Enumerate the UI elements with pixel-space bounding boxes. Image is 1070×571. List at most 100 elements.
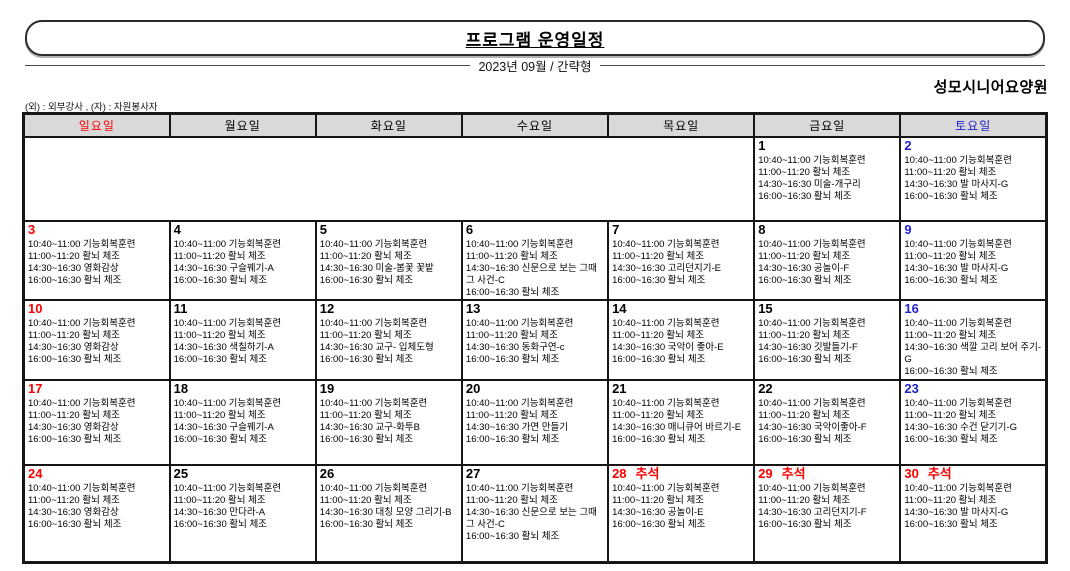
day-number: 15 (758, 301, 773, 317)
day-cell-13: 13 10:40~11:00 기능회복훈련 11:00~11:20 활뇌 체조 14:… (460, 299, 610, 382)
day-cell-2: 2 10:40~11:00 기능회복훈련 11:00~11:20 활뇌 체조 14:3… (899, 136, 1048, 222)
schedule-line: 14:30~16:30 발 마사지-G (904, 263, 1009, 275)
day-number: 1 (758, 138, 766, 153)
schedule-line: 10:40~11:00 기능회복훈련 (904, 318, 1012, 330)
day-number: 28 (612, 466, 627, 482)
schedule-line: 14:30~16:30 영화감상 (28, 263, 119, 275)
day-cell-4: 4 10:40~11:00 기능회복훈련 11:00~11:20 활뇌 체조 14:3… (168, 219, 317, 302)
day-number: 30 (904, 466, 919, 482)
day-cell-26: 26 10:40~11:00 기능회복훈련 11:00~11:20 활뇌 체조 14:… (314, 464, 463, 564)
day-cell-header: 13 (466, 302, 605, 317)
day-number: 4 (173, 222, 181, 237)
schedule-line: 14:30~16:30 고리던지기-E (612, 263, 721, 275)
schedule-line: 10:40~11:00 기능회복훈련 (465, 483, 574, 495)
schedule-line: 11:00~11:20 활뇌 체조 (465, 251, 558, 262)
calendar-body: 1 10:40~11:00 기능회복훈련 11:00~11:20 활뇌 체조 14:3… (22, 136, 1048, 564)
schedule-line: 16:00~16:30 활뇌 체조 (319, 519, 414, 531)
schedule-line: 16:00~16:30 활뇌 체조 (904, 434, 998, 446)
schedule-line: 16:00~16:30 활뇌 체조 (612, 354, 706, 366)
calendar-day-headers: 일요일 월요일 화요일 수요일 목요일 금요일 토요일 (22, 112, 1048, 138)
day-number: 9 (904, 222, 912, 237)
day-cell-3: 3 10:40~11:00 기능회복훈련 11:00~11:20 활뇌 체조 14:3… (22, 219, 171, 302)
schedule-line: 16:00~16:30 활뇌 체조 (28, 519, 122, 531)
schedule-line: 14:30~16:30 구슬꿰기-A (173, 263, 274, 275)
divider-line-right (599, 64, 1046, 66)
schedule-line: 11:00~11:20 활뇌 체조 (758, 410, 851, 422)
schedule-line: 11:00~11:20 활뇌 체조 (173, 251, 266, 262)
schedule-line: 11:00~11:20 활뇌 체조 (319, 495, 412, 507)
schedule-line: 10:40~11:00 기능회복훈련 (173, 483, 282, 495)
calendar-table: 일요일 월요일 화요일 수요일 목요일 금요일 토요일 1 10:40~11:00 기능회복훈… (22, 112, 1048, 564)
week-row-4: 17 10:40~11:00 기능회복훈련 11:00~11:20 활뇌 체조 14:… (22, 379, 1048, 467)
schedule-line: 16:00~16:30 활뇌 체조 (904, 519, 998, 531)
schedule-line: 16:00~16:30 활뇌 체조 (319, 354, 414, 366)
schedule-line: 10:40~11:00 기능회복훈련 (319, 483, 428, 495)
day-number: 16 (904, 301, 919, 317)
day-number: 27 (465, 466, 481, 482)
day-cell-12: 12 10:40~11:00 기능회복훈련 11:00~11:20 활뇌 체조 14:… (314, 299, 463, 382)
day-cell-8: 8 10:40~11:00 기능회복훈련 11:00~11:20 활뇌 체조 14:3… (753, 219, 902, 302)
schedule-line: 11:00~11:20 활뇌 체조 (758, 251, 851, 262)
schedule-line: 10:40~11:00 기능회복훈련 (173, 398, 282, 410)
schedule-line: 11:00~11:20 활뇌 체조 (28, 410, 120, 422)
schedule-line: 16:00~16:30 활뇌 체조 (173, 275, 267, 287)
day-cell-header: 12 (320, 302, 459, 317)
schedule-line: 11:00~11:20 활뇌 체조 (28, 330, 120, 342)
schedule-line: 16:00~16:30 활뇌 체조 (758, 191, 852, 203)
holiday-label: 추석 (781, 466, 806, 482)
schedule-line: 11:00~11:20 활뇌 체조 (904, 495, 997, 507)
day-cell-header: 24 (28, 467, 167, 482)
day-number: 24 (28, 466, 43, 482)
day-cell-5: 5 10:40~11:00 기능회복훈련 11:00~11:20 활뇌 체조 14:3… (314, 219, 463, 302)
schedule-line: 10:40~11:00 기능회복훈련 (28, 483, 136, 495)
day-number: 17 (28, 381, 43, 397)
day-cell-header: 22 (758, 382, 897, 397)
schedule-line: 11:00~11:20 활뇌 체조 (612, 495, 704, 507)
schedule-line: 10:40~11:00 기능회복훈련 (319, 318, 428, 330)
schedule-line: 14:30~16:30 공놀이-F (758, 263, 850, 275)
day-cell-header: 14 (612, 302, 751, 317)
schedule-line: 14:30~16:30 국악이 좋아-E (612, 342, 724, 354)
schedule-line: 14:30~16:30 교구- 입체도형 (319, 342, 434, 354)
schedule-line: 14:30~16:30 가면 만들기 (465, 422, 568, 434)
schedule-line: 16:00~16:30 활뇌 체조 (28, 275, 122, 287)
schedule-line: 14:30~16:30 신문으로 보는 그때 그 사건-C (465, 507, 597, 531)
schedule-line: 16:00~16:30 활뇌 체조 (904, 275, 998, 287)
schedule-line: 11:00~11:20 활뇌 체조 (612, 330, 704, 342)
day-cell-21: 21 10:40~11:00 기능회복훈련 11:00~11:20 활뇌 체조 14:… (607, 379, 756, 467)
day-cell-header: 11 (174, 302, 313, 317)
holiday-label: 추석 (927, 466, 952, 482)
day-cell-22: 22 10:40~11:00 기능회복훈련 11:00~11:20 활뇌 체조 14:… (753, 379, 902, 467)
schedule-line: 10:40~11:00 기능회복훈련 (465, 238, 574, 250)
day-cell-header: 27 (466, 467, 605, 482)
day-number: 26 (319, 466, 335, 482)
day-number: 12 (319, 301, 335, 317)
day-cell-23: 23 10:40~11:00 기능회복훈련 11:00~11:20 활뇌 체조 14:… (899, 379, 1048, 467)
schedule-line: 10:40~11:00 기능회복훈련 (904, 483, 1012, 495)
schedule-line: 10:40~11:00 기능회복훈련 (612, 318, 720, 330)
schedule-line: 16:00~16:30 활뇌 체조 (904, 366, 998, 378)
schedule-line: 10:40~11:00 기능회복훈련 (28, 398, 136, 410)
schedule-line: 11:00~11:20 활뇌 체조 (465, 495, 558, 507)
divider-line-left (25, 64, 471, 66)
schedule-line: 11:00~11:20 활뇌 체조 (758, 330, 851, 342)
schedule-line: 10:40~11:00 기능회복훈련 (758, 318, 866, 330)
schedule-line: 11:00~11:20 활뇌 체조 (612, 410, 704, 422)
day-cell-27: 27 10:40~11:00 기능회복훈련 11:00~11:20 활뇌 체조 14:… (460, 464, 610, 564)
schedule-line: 14:30~16:30 발 마사지-G (904, 507, 1009, 519)
schedule-line: 14:30~16:30 신문으로 보는 그때 그 사건-C (465, 263, 597, 287)
schedule-line: 16:00~16:30 활뇌 체조 (28, 354, 122, 366)
day-number: 29 (758, 466, 773, 482)
day-header-1: 일요일 (22, 112, 171, 138)
day-number: 19 (319, 381, 335, 397)
schedule-line: 14:30~16:30 교구-화투B (319, 422, 420, 434)
schedule-line: 11:00~11:20 활뇌 체조 (758, 167, 851, 178)
day-number: 23 (904, 381, 919, 397)
day-cell-9: 9 10:40~11:00 기능회복훈련 11:00~11:20 활뇌 체조 14:3… (899, 219, 1048, 302)
schedule-line: 16:00~16:30 활뇌 체조 (465, 354, 560, 366)
day-cell-header: 1 (758, 139, 897, 154)
schedule-line: 10:40~11:00 기능회복훈련 (173, 318, 282, 330)
schedule-line: 11:00~11:20 활뇌 체조 (28, 251, 120, 262)
schedule-line: 14:30~16:30 공놀이-E (612, 507, 704, 519)
schedule-line: 16:00~16:30 활뇌 체조 (465, 434, 560, 446)
